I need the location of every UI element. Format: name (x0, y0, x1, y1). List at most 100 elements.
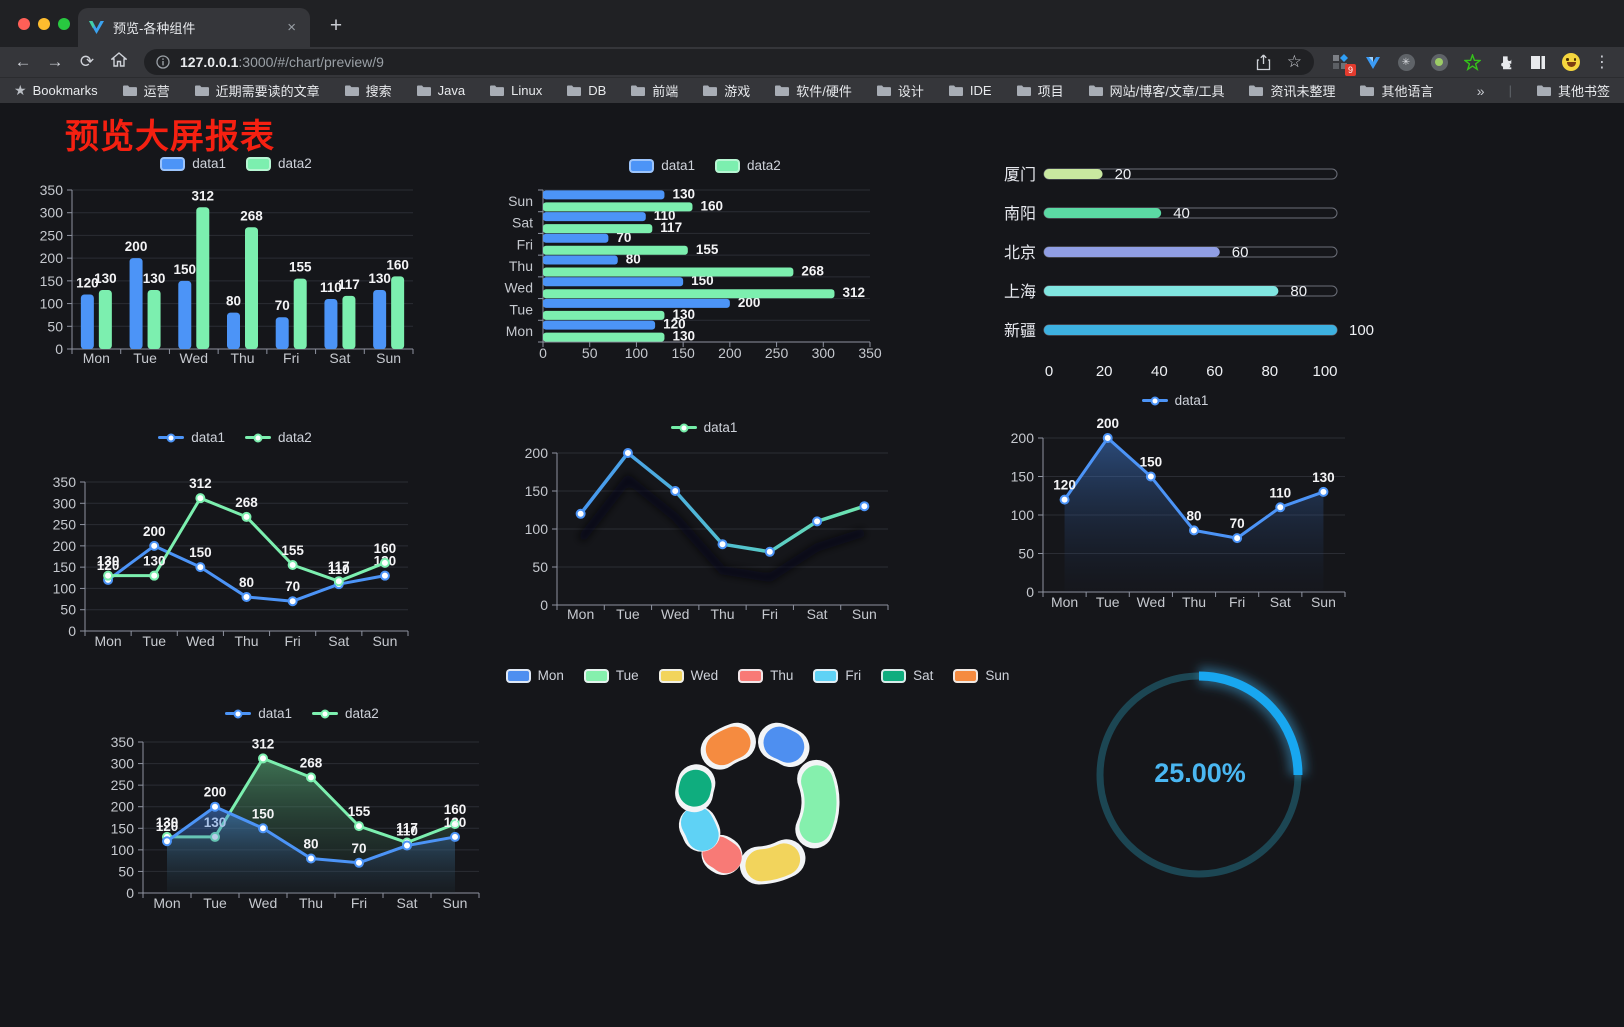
extension-grid-icon[interactable]: 9 (1330, 52, 1356, 76)
svg-text:160: 160 (386, 257, 409, 272)
other-bookmarks[interactable]: 其他书签 (1536, 81, 1610, 100)
area-line-chart: 0 50 100 150 200 Mon Tue Wed Thu Fri Sat Sun 120 200 1… (985, 388, 1365, 618)
svg-text:Wed: Wed (1137, 594, 1166, 610)
forward-button[interactable]: → (46, 52, 64, 71)
svg-text:70: 70 (275, 298, 290, 313)
bookmark-folder[interactable]: 网站/博客/文章/工具 (1088, 81, 1225, 100)
legend-label: data2 (345, 706, 379, 721)
svg-text:250: 250 (765, 345, 789, 361)
bookmark-folder-label: 游戏 (724, 84, 751, 99)
legend-item-Sat[interactable]: Sat (881, 668, 933, 683)
bookmarks-overflow-chevron[interactable]: » (1476, 82, 1485, 99)
svg-text:Sun: Sun (372, 633, 397, 649)
home-button[interactable] (106, 50, 132, 74)
svg-text:130: 130 (143, 554, 166, 569)
bookmark-folder[interactable]: 软件/硬件 (774, 81, 852, 100)
back-button[interactable]: ← (14, 52, 32, 71)
command-extension-icon[interactable]: ✳ (1396, 52, 1416, 72)
url-host: 127.0.0.1 (180, 54, 239, 70)
minimize-window-button[interactable] (38, 18, 50, 30)
dashboard-preview-page: 预览大屏报表 0 50 100 150 200 250 300 350 Mon Tue Wed Thu… (0, 103, 1624, 1027)
bookmark-folder[interactable]: 资讯未整理 (1248, 81, 1335, 100)
legend-marker (225, 709, 252, 718)
folder-icon (1360, 85, 1375, 96)
green-star-extension-icon[interactable] (1462, 52, 1482, 72)
close-window-button[interactable] (18, 18, 30, 30)
bookmark-folder[interactable]: 游戏 (702, 81, 750, 100)
zoom-window-button[interactable] (58, 18, 70, 30)
emoji-extension-icon[interactable] (1561, 52, 1581, 72)
legend-item-data1[interactable]: data1 (160, 156, 226, 171)
legend-label: Thu (770, 668, 794, 683)
svg-text:350: 350 (53, 474, 77, 490)
svg-text:350: 350 (40, 182, 64, 198)
bookmark-folder[interactable]: Linux (489, 83, 542, 98)
reload-button[interactable]: ⟳ (79, 52, 95, 71)
bookmark-folder[interactable]: 搜索 (344, 81, 392, 100)
svg-text:200: 200 (1011, 430, 1035, 446)
legend-item-Sun[interactable]: Sun (953, 668, 1009, 683)
bookmarks-root[interactable]: ★ Bookmarks (14, 82, 98, 99)
legend-marker (160, 156, 186, 171)
svg-text:155: 155 (696, 242, 719, 257)
legend-item-Mon[interactable]: Mon (505, 668, 564, 683)
svg-text:100: 100 (625, 345, 649, 361)
recorder-extension-icon[interactable] (1429, 52, 1449, 72)
vue-devtools-icon[interactable] (1363, 52, 1383, 72)
svg-text:100: 100 (1011, 507, 1035, 523)
browser-menu-icon[interactable]: ⋮ (1594, 54, 1610, 71)
svg-text:Tue: Tue (616, 606, 640, 622)
svg-text:Thu: Thu (509, 258, 533, 274)
bookmark-folder[interactable]: Java (416, 83, 465, 98)
legend-item-data1[interactable]: data1 (225, 706, 292, 721)
tab-close-icon[interactable]: × (287, 19, 296, 36)
bookmark-folder-label: 网站/博客/文章/工具 (1109, 84, 1225, 99)
svg-text:117: 117 (396, 821, 418, 836)
legend-item-data1[interactable]: data1 (158, 430, 225, 445)
bookmark-folder[interactable]: 项目 (1016, 81, 1064, 100)
svg-text:Mon: Mon (567, 606, 594, 622)
bookmark-folder[interactable]: 其他语言 (1359, 81, 1433, 100)
bookmark-folder-label: 运营 (143, 84, 170, 99)
bookmark-folder[interactable]: IDE (948, 83, 992, 98)
svg-text:200: 200 (1096, 416, 1119, 431)
legend-item-data1[interactable]: data1 (1141, 393, 1208, 408)
share-icon[interactable] (1256, 54, 1271, 71)
browser-tab[interactable]: 预览-各种组件 × (78, 8, 310, 47)
legend-item-data2[interactable]: data2 (715, 158, 781, 173)
bookmark-folder[interactable]: DB (566, 83, 606, 98)
reader-mode-icon[interactable] (1528, 52, 1548, 72)
legend-item-Thu[interactable]: Thu (738, 668, 793, 683)
bookmark-star-icon[interactable]: ☆ (1286, 52, 1302, 71)
svg-text:130: 130 (94, 271, 117, 286)
legend-item-Tue[interactable]: Tue (583, 668, 639, 683)
svg-text:200: 200 (40, 250, 64, 266)
legend-item-data1[interactable]: data1 (670, 420, 737, 435)
svg-text:60: 60 (1232, 244, 1249, 261)
svg-text:Tue: Tue (142, 633, 166, 649)
puzzle-extensions-icon[interactable] (1495, 52, 1515, 72)
bookmark-folder[interactable]: 前端 (630, 81, 678, 100)
svg-text:117: 117 (328, 559, 350, 574)
address-bar[interactable]: 127.0.0.1:3000/#/chart/preview/9 ☆ (144, 49, 1314, 75)
chart-legend: data1 (505, 420, 903, 435)
legend-item-data2[interactable]: data2 (312, 706, 379, 721)
svg-text:130: 130 (156, 815, 179, 830)
new-tab-button[interactable]: + (329, 14, 343, 37)
svg-text:0: 0 (55, 341, 63, 357)
svg-text:Mon: Mon (153, 895, 180, 911)
legend-item-data2[interactable]: data2 (245, 430, 312, 445)
svg-text:新疆: 新疆 (1004, 322, 1036, 340)
bookmark-folder[interactable]: 设计 (876, 81, 924, 100)
bookmark-folder[interactable]: 运营 (122, 81, 170, 100)
folder-icon (1088, 85, 1103, 96)
legend-item-data2[interactable]: data2 (246, 156, 312, 171)
svg-text:200: 200 (53, 538, 77, 554)
bookmark-folder[interactable]: 近期需要读的文章 (194, 81, 320, 100)
legend-item-data1[interactable]: data1 (629, 158, 695, 173)
svg-text:Sun: Sun (508, 193, 533, 209)
site-info-icon[interactable] (156, 55, 170, 69)
legend-item-Fri[interactable]: Fri (813, 668, 861, 683)
svg-text:0: 0 (540, 597, 548, 613)
legend-item-Wed[interactable]: Wed (658, 668, 718, 683)
